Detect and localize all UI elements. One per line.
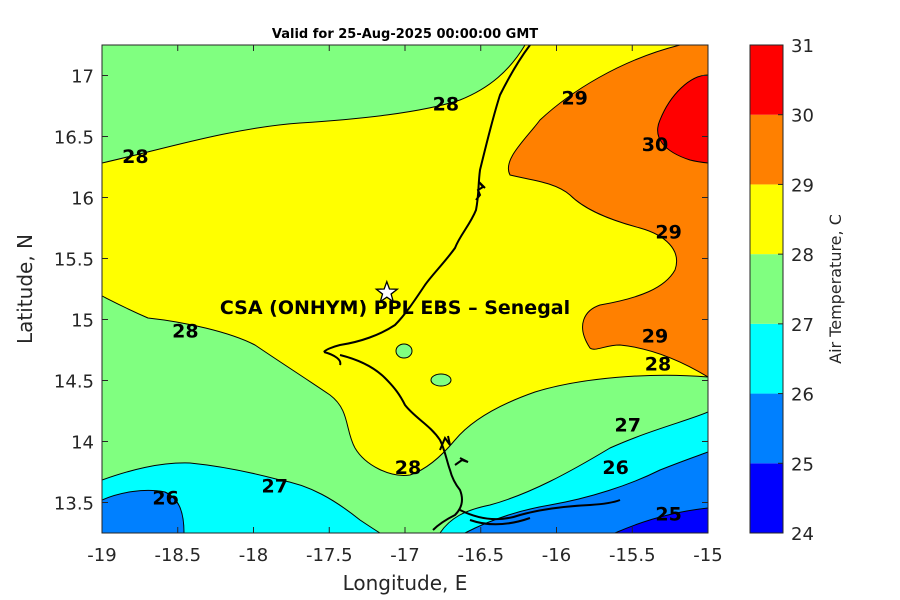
y-tick-label: 15 xyxy=(71,311,94,332)
x-tick-label: -16.5 xyxy=(457,545,504,566)
contour-label: 28 xyxy=(122,146,148,168)
y-axis-ticks: 13.5 14 14.5 15 15.5 16 16.5 17 xyxy=(54,67,708,515)
x-axis-ticks: -19 -18.5 -18 -17.5 -17 -16.5 -16 -15.5 -15 xyxy=(87,45,723,566)
contour-label: 30 xyxy=(642,134,668,156)
contour-label: 28 xyxy=(645,353,671,375)
x-tick-label: -18 xyxy=(239,545,268,566)
contour-fill xyxy=(102,45,708,533)
river-delta xyxy=(323,351,464,531)
y-axis-label: Latitude, N xyxy=(13,234,37,344)
colorbar-swatch xyxy=(750,45,783,115)
contour-label: 26 xyxy=(602,457,628,479)
y-tick-label: 16.5 xyxy=(54,128,94,149)
region-25-26-southwest xyxy=(102,489,185,533)
colorbar-tick-label: 28 xyxy=(791,245,814,266)
contour-label: 28 xyxy=(395,457,421,479)
contour-label: 25 xyxy=(655,503,681,525)
colorbar-tick-label: 25 xyxy=(791,454,814,475)
colorbar-tick-label: 24 xyxy=(791,524,814,545)
colorbar-swatch xyxy=(750,114,783,185)
contour-labels: 28 28 29 30 29 28 29 28 27 28 27 26 26 25 xyxy=(122,87,682,525)
chart-title: Valid for 25-Aug-2025 00:00:00 GMT xyxy=(272,27,538,42)
colorbar-tick-label: 29 xyxy=(791,175,814,196)
colorbar-tick-label: 30 xyxy=(791,106,814,127)
y-tick-label: 16 xyxy=(71,189,94,210)
colorbar-swatch xyxy=(750,254,783,324)
contour-label: 28 xyxy=(172,320,198,342)
colorbar: 24 25 26 27 28 29 30 31 xyxy=(749,36,814,545)
colorbar-tick-label: 26 xyxy=(791,385,814,406)
y-tick-label: 15.5 xyxy=(54,250,94,271)
x-tick-label: -17 xyxy=(390,545,419,566)
coastline-north xyxy=(323,45,531,353)
coastline xyxy=(323,45,621,531)
x-tick-label: -15.5 xyxy=(609,545,656,566)
contour-label: 28 xyxy=(433,94,459,116)
x-tick-label: -17.5 xyxy=(306,545,353,566)
region-30-31-east xyxy=(657,74,708,164)
coastline-jagged xyxy=(439,181,486,466)
contour-label: 29 xyxy=(642,325,668,347)
x-tick-label: -18.5 xyxy=(154,545,201,566)
colorbar-label: Air Temperature, C xyxy=(826,214,845,364)
island-27-28-a xyxy=(395,343,413,359)
x-axis-label: Longitude, E xyxy=(343,571,468,595)
y-tick-label: 14 xyxy=(71,433,94,454)
x-tick-label: -19 xyxy=(87,545,116,566)
colorbar-tick-label: 31 xyxy=(791,36,814,57)
site-label: CSA (ONHYM) PPL EBS – Senegal xyxy=(220,297,570,319)
contour-label: 26 xyxy=(152,488,178,510)
site-star-icon xyxy=(374,279,400,304)
colorbar-frame xyxy=(749,44,784,534)
x-tick-label: -15 xyxy=(693,545,722,566)
colorbar-swatch xyxy=(750,463,783,533)
island-27-28-b xyxy=(430,373,452,387)
contour-label: 29 xyxy=(655,222,681,244)
colorbar-swatch xyxy=(750,323,783,394)
y-tick-label: 13.5 xyxy=(54,494,94,515)
y-tick-label: 14.5 xyxy=(54,372,94,393)
contour-label: 27 xyxy=(261,475,287,497)
contour-label: 29 xyxy=(561,87,587,109)
contour-label: 27 xyxy=(614,414,640,436)
colorbar-tick-label: 27 xyxy=(791,315,814,336)
y-tick-label: 17 xyxy=(71,67,94,88)
colorbar-swatch xyxy=(750,184,783,255)
gambia-river xyxy=(459,499,621,526)
x-tick-label: -16 xyxy=(542,545,571,566)
colorbar-swatch xyxy=(750,393,783,464)
